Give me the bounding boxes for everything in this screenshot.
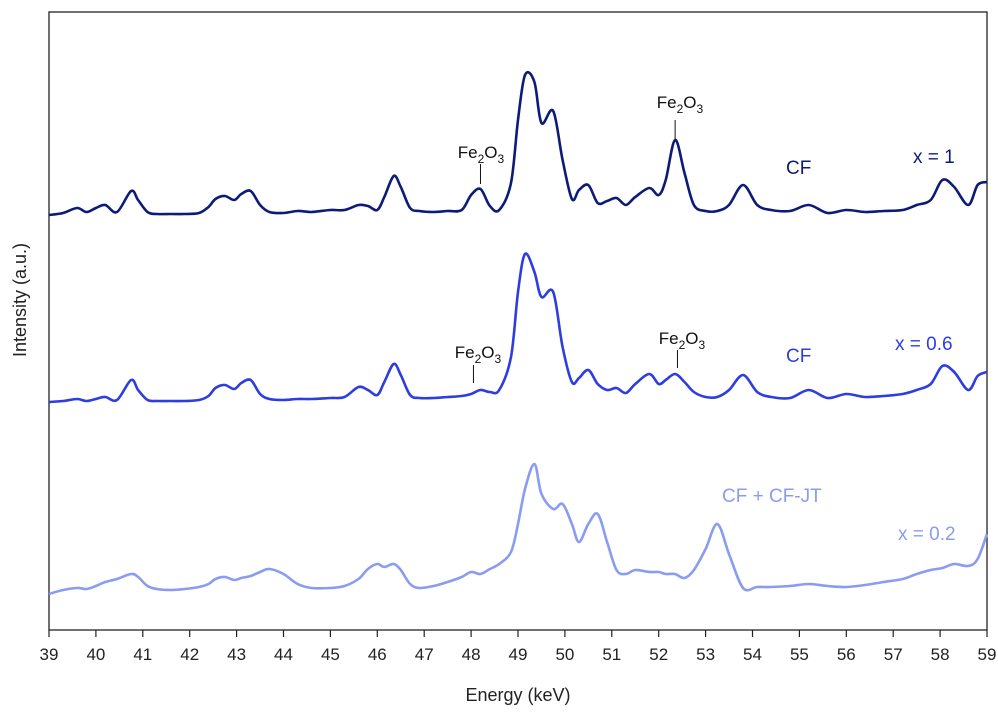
x-axis-ticks: 39 40 41 42 43 44 45 46 47 48 49 50 51 52 53 54 55 56 57 58…: [40, 630, 997, 664]
x-tick-label: 57: [884, 645, 903, 664]
x-tick-label: 51: [602, 645, 621, 664]
series-line-1: [48, 71, 988, 217]
x-tick-label: 45: [321, 645, 340, 664]
plot-frame: [48, 11, 988, 631]
series-line-3: [48, 462, 989, 596]
phase-label-cf-top: CF: [786, 158, 811, 179]
x-tick-label: 40: [86, 645, 105, 664]
x-axis-title: Energy (keV): [465, 685, 570, 705]
x-tick-label: 58: [931, 645, 950, 664]
series-label-x1: x = 1: [913, 147, 955, 168]
x-tick-label: 59: [978, 645, 997, 664]
x-tick-label: 48: [462, 645, 481, 664]
fe2o3-label-mid-1: Fe2O3: [455, 343, 502, 366]
fe2o3-label-top-1: Fe2O3: [458, 143, 505, 166]
series-layer: [48, 71, 989, 596]
x-tick-label: 39: [40, 645, 59, 664]
series-label-x06: x = 0.6: [895, 334, 953, 355]
x-tick-label: 42: [180, 645, 199, 664]
x-tick-label: 55: [790, 645, 809, 664]
x-tick-label: 53: [696, 645, 715, 664]
x-tick-label: 50: [555, 645, 574, 664]
phase-label-cf-cfjt: CF + CF-JT: [722, 486, 822, 507]
fe2o3-label-mid-2: Fe2O3: [659, 329, 706, 352]
y-axis-title: Intensity (a.u.): [10, 243, 30, 357]
x-tick-label: 41: [133, 645, 152, 664]
x-tick-label: 47: [415, 645, 434, 664]
series-label-x02: x = 0.2: [898, 524, 956, 545]
x-tick-label: 46: [368, 645, 387, 664]
x-tick-label: 43: [227, 645, 246, 664]
x-tick-label: 56: [837, 645, 856, 664]
x-tick-label: 52: [649, 645, 668, 664]
series-line-2: [48, 252, 988, 404]
phase-label-cf-mid: CF: [786, 346, 811, 367]
fe2o3-label-top-2: Fe2O3: [657, 93, 704, 116]
x-tick-label: 49: [509, 645, 528, 664]
x-tick-label: 44: [274, 645, 293, 664]
x-tick-label: 54: [743, 645, 762, 664]
